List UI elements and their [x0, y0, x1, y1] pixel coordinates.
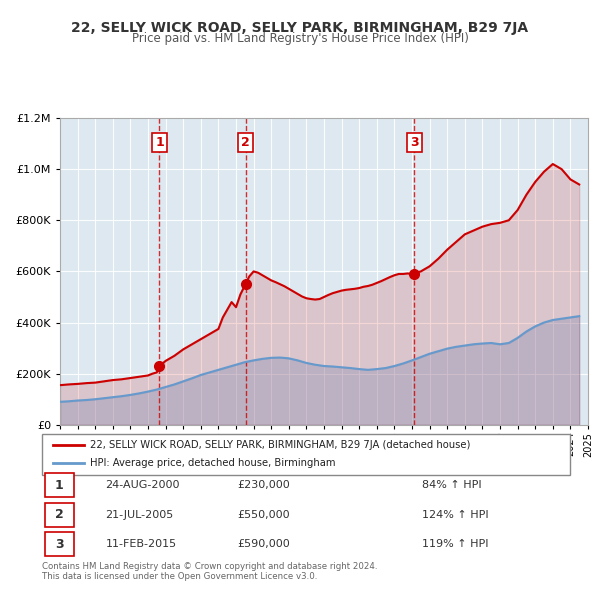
Text: 22, SELLY WICK ROAD, SELLY PARK, BIRMINGHAM, B29 7JA: 22, SELLY WICK ROAD, SELLY PARK, BIRMING… [71, 21, 529, 35]
Text: £550,000: £550,000 [238, 510, 290, 520]
Text: 3: 3 [410, 136, 418, 149]
Text: 1: 1 [55, 478, 64, 492]
Text: 24-AUG-2000: 24-AUG-2000 [106, 480, 180, 490]
Text: 21-JUL-2005: 21-JUL-2005 [106, 510, 173, 520]
Text: HPI: Average price, detached house, Birmingham: HPI: Average price, detached house, Birm… [89, 458, 335, 468]
Text: 124% ↑ HPI: 124% ↑ HPI [422, 510, 489, 520]
Text: £590,000: £590,000 [238, 539, 290, 549]
Text: This data is licensed under the Open Government Licence v3.0.: This data is licensed under the Open Gov… [42, 572, 317, 581]
FancyBboxPatch shape [44, 532, 74, 556]
Text: 2: 2 [55, 508, 64, 522]
Text: 3: 3 [55, 537, 64, 551]
Text: Contains HM Land Registry data © Crown copyright and database right 2024.: Contains HM Land Registry data © Crown c… [42, 562, 377, 571]
Text: 84% ↑ HPI: 84% ↑ HPI [422, 480, 482, 490]
Text: 22, SELLY WICK ROAD, SELLY PARK, BIRMINGHAM, B29 7JA (detached house): 22, SELLY WICK ROAD, SELLY PARK, BIRMING… [89, 440, 470, 450]
Text: £230,000: £230,000 [238, 480, 290, 490]
Text: 11-FEB-2015: 11-FEB-2015 [106, 539, 176, 549]
Text: 1: 1 [155, 136, 164, 149]
Text: 2: 2 [241, 136, 250, 149]
Text: 119% ↑ HPI: 119% ↑ HPI [422, 539, 488, 549]
FancyBboxPatch shape [44, 503, 74, 527]
Text: Price paid vs. HM Land Registry's House Price Index (HPI): Price paid vs. HM Land Registry's House … [131, 32, 469, 45]
FancyBboxPatch shape [42, 434, 570, 475]
FancyBboxPatch shape [44, 473, 74, 497]
